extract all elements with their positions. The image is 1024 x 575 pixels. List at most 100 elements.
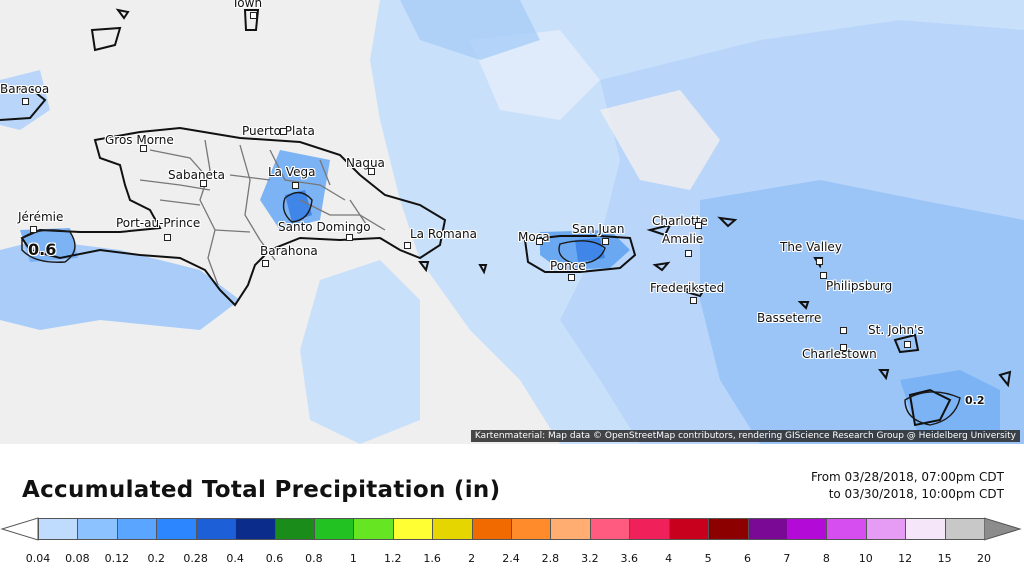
city-label: Jérémie bbox=[18, 210, 64, 224]
color-swatch bbox=[905, 518, 946, 540]
coastlines bbox=[0, 8, 1012, 427]
colorbar-tick-label: 12 bbox=[898, 552, 913, 565]
city-marker bbox=[685, 250, 692, 257]
colorbar-tick-label: 2 bbox=[468, 552, 476, 565]
colorbar-tick-label: 8 bbox=[822, 552, 830, 565]
color-swatch bbox=[77, 518, 118, 540]
color-swatch bbox=[550, 518, 591, 540]
city-marker bbox=[820, 272, 827, 279]
period-range: From 03/28/2018, 07:00pm CDT to 03/30/20… bbox=[811, 469, 1004, 503]
colorbar-tick-label: 10 bbox=[858, 552, 873, 565]
city-label: Charlestown bbox=[802, 347, 877, 361]
colorbar-tick-label: 1.6 bbox=[423, 552, 441, 565]
color-swatch bbox=[471, 518, 512, 540]
city-label: Sabaneta bbox=[168, 168, 225, 182]
colorbar-tick-label: 2.4 bbox=[502, 552, 520, 565]
color-swatch bbox=[629, 518, 670, 540]
color-swatch bbox=[38, 518, 79, 540]
city-marker bbox=[368, 168, 375, 175]
color-swatch bbox=[511, 518, 552, 540]
city-label: Ponce bbox=[550, 259, 586, 273]
color-swatch bbox=[392, 518, 434, 540]
city-marker bbox=[695, 222, 702, 229]
city-marker bbox=[536, 238, 543, 245]
city-label: Frederiksted bbox=[650, 281, 725, 295]
colorbar-tick-label: 0.12 bbox=[104, 552, 130, 565]
color-swatch bbox=[826, 518, 867, 540]
color-swatch bbox=[274, 518, 315, 540]
city-marker bbox=[140, 145, 147, 152]
period-from: From 03/28/2018, 07:00pm CDT bbox=[811, 470, 1004, 484]
city-marker bbox=[816, 258, 823, 265]
city-label: St. John's bbox=[868, 323, 924, 337]
city-marker bbox=[30, 226, 37, 233]
city-marker bbox=[568, 274, 575, 281]
city-marker bbox=[164, 234, 171, 241]
color-swatch bbox=[353, 518, 394, 540]
color-swatch bbox=[235, 518, 276, 540]
city-marker bbox=[602, 238, 609, 245]
city-label: Puerto Plata bbox=[242, 124, 315, 138]
city-marker bbox=[292, 182, 299, 189]
city-marker bbox=[690, 297, 697, 304]
city-marker bbox=[250, 12, 257, 19]
color-swatch bbox=[432, 518, 473, 540]
city-label: Town bbox=[232, 0, 263, 10]
color-swatch bbox=[708, 518, 749, 540]
colorbar-tick-label: 5 bbox=[704, 552, 712, 565]
city-label: The Valley bbox=[780, 240, 842, 254]
map-attribution: Kartenmaterial: Map data © OpenStreetMap… bbox=[470, 430, 1020, 442]
city-label: Charlotte bbox=[652, 214, 708, 228]
color-swatch bbox=[116, 518, 158, 540]
city-marker bbox=[200, 180, 207, 187]
colorbar-tick-label: 1 bbox=[349, 552, 357, 565]
colorbar-tick-label: 0.2 bbox=[147, 552, 166, 565]
city-marker bbox=[346, 234, 353, 241]
colorbar-tick-label: 0.6 bbox=[265, 552, 284, 565]
color-swatch bbox=[668, 518, 710, 540]
legend-title: Accumulated Total Precipitation (in) bbox=[22, 477, 501, 503]
colorbar-tick-label: 0.28 bbox=[183, 552, 208, 565]
colorbar-tick-label: 6 bbox=[744, 552, 751, 565]
city-marker bbox=[904, 341, 911, 348]
city-label: San Juan bbox=[572, 222, 625, 236]
colorbar-tick-label: 0.4 bbox=[226, 552, 244, 565]
city-label: Moca bbox=[518, 230, 550, 244]
city-marker bbox=[404, 242, 411, 249]
color-swatch bbox=[156, 518, 197, 540]
colorbar-tick-label: 7 bbox=[783, 552, 791, 565]
colorbar-left-arrow bbox=[0, 517, 39, 541]
period-to: to 03/30/2018, 10:00pm CDT bbox=[828, 487, 1004, 501]
city-label: Nagua bbox=[346, 156, 385, 170]
admin-borders bbox=[139, 139, 386, 286]
colorbar-tick-label: 1.2 bbox=[384, 552, 402, 565]
color-swatch bbox=[589, 518, 631, 540]
colorbar-tick-label: 3.2 bbox=[581, 552, 599, 565]
city-label: Santo Domingo bbox=[278, 220, 371, 234]
city-label: Gros Morne bbox=[105, 133, 174, 147]
city-marker bbox=[262, 260, 269, 267]
precipitation-map[interactable]: Town Baracoa Gros Morne Puerto Plata Sabanet… bbox=[0, 0, 1024, 444]
contours bbox=[21, 191, 961, 426]
city-marker bbox=[840, 344, 847, 351]
city-label: Basseterre bbox=[757, 311, 822, 325]
colorbar-tick-label: 0.08 bbox=[65, 552, 90, 565]
color-swatch bbox=[747, 518, 788, 540]
city-label: La Romana bbox=[410, 227, 477, 241]
colorbar-tick-label: 0.8 bbox=[305, 552, 323, 565]
color-swatch bbox=[313, 518, 355, 540]
color-swatch bbox=[944, 518, 985, 540]
city-label: Barahona bbox=[260, 244, 318, 258]
colorbar-tick-label: 0.04 bbox=[25, 552, 51, 565]
city-label: Baracoa bbox=[0, 82, 50, 96]
colorbar-tick-label: 15 bbox=[937, 552, 952, 565]
city-marker bbox=[22, 98, 29, 105]
colorbar-tick-label: 4 bbox=[665, 552, 673, 565]
colorbar-tick-label: 3.6 bbox=[620, 552, 639, 565]
color-swatch bbox=[865, 518, 907, 540]
colorbar-right-arrow bbox=[984, 517, 1022, 541]
city-label: La Vega bbox=[268, 165, 316, 179]
city-label: Port-au-Prince bbox=[116, 216, 201, 230]
contour-label-0-6: 0.6 bbox=[28, 240, 57, 259]
color-swatch bbox=[786, 518, 828, 540]
